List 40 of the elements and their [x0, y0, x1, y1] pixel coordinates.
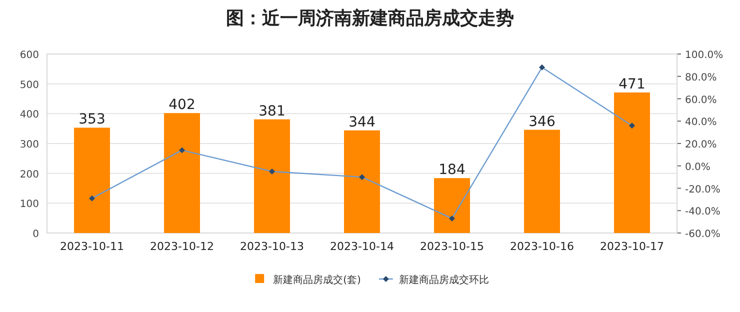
- y2-tick-label: 40.0%: [685, 117, 717, 128]
- bar: [74, 128, 110, 233]
- x-tick-label: 2023-10-14: [330, 240, 394, 253]
- data-label: 184: [438, 162, 466, 178]
- data-label: 344: [348, 114, 376, 130]
- y2-tick-label: 20.0%: [685, 140, 717, 150]
- x-tick-label: 2023-10-13: [240, 240, 304, 253]
- y-tick-label: 400: [20, 110, 39, 121]
- y-tick-label: 300: [20, 140, 39, 150]
- x-tick-label: 2023-10-11: [60, 240, 124, 253]
- y2-tick-label: -60.0%: [685, 229, 720, 240]
- y2-tick-label: 100.0%: [685, 50, 724, 61]
- x-tick-label: 2023-10-16: [510, 240, 574, 253]
- legend-label: 新建商品房成交(套): [273, 274, 361, 286]
- data-label: 402: [168, 97, 196, 114]
- bar: [434, 178, 470, 233]
- x-tick-label: 2023-10-17: [600, 240, 664, 253]
- bar: [614, 92, 650, 233]
- legend-label: 新建商品房成交环比: [398, 274, 489, 286]
- chart-title: 图：近一周济南新建商品房成交走势: [226, 8, 514, 29]
- bar: [164, 113, 200, 233]
- bar: [524, 130, 560, 233]
- x-tick-label: 2023-10-12: [150, 240, 214, 253]
- y2-tick-label: -40.0%: [685, 206, 720, 218]
- bar: [254, 119, 290, 233]
- y-tick-label: 500: [20, 80, 39, 91]
- x-tick-label: 2023-10-15: [420, 240, 484, 253]
- data-label: 471: [618, 76, 646, 92]
- y2-tick-label: -20.0%: [685, 184, 720, 196]
- bar: [344, 130, 380, 233]
- data-label: 353: [78, 112, 106, 128]
- y2-tick-label: 80.0%: [685, 72, 717, 84]
- data-label: 346: [528, 114, 556, 130]
- y-tick-label: 200: [20, 169, 39, 180]
- y2-tick-label: 60.0%: [685, 94, 717, 106]
- y2-tick-label: 0.0%: [685, 162, 710, 173]
- y-tick-label: 100: [20, 199, 39, 210]
- y-tick-label: 600: [20, 50, 39, 61]
- data-label: 381: [258, 103, 286, 120]
- y-tick-label: 0: [32, 229, 39, 240]
